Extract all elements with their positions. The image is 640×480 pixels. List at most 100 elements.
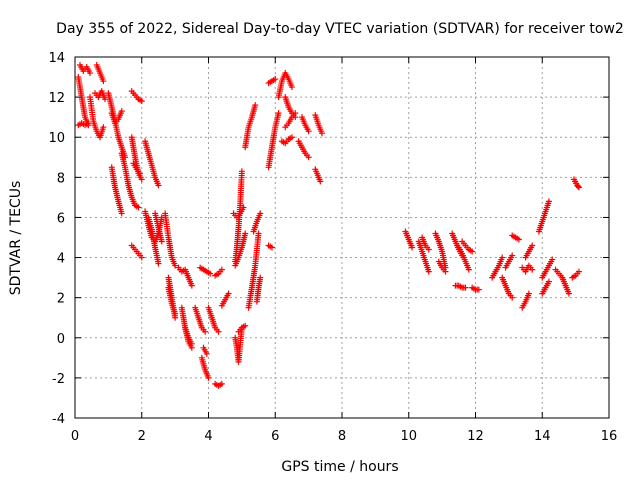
data-points	[75, 62, 582, 389]
series-sat-track-60	[459, 238, 476, 255]
series-sat-track-30	[212, 380, 225, 389]
data-point	[118, 108, 125, 115]
series-sat-track-42	[265, 242, 275, 251]
series-sat-track-39	[250, 210, 264, 235]
data-point	[188, 282, 195, 289]
y-tick-label: 6	[57, 211, 65, 226]
series-sat-track-70	[535, 198, 552, 235]
y-tick-label: 10	[48, 131, 65, 146]
data-point	[575, 183, 582, 190]
data-point	[87, 70, 94, 77]
data-point	[529, 242, 536, 249]
series-sat-track-15	[128, 242, 145, 261]
series-sat-track-75	[569, 268, 582, 281]
x-tick-label: 12	[467, 429, 484, 444]
series-sat-track-04	[87, 94, 107, 141]
data-point	[465, 266, 472, 273]
series-sat-track-40	[253, 274, 264, 305]
x-tick-label: 16	[601, 429, 618, 444]
x-tick-label: 6	[271, 429, 279, 444]
series-sat-track-27	[198, 354, 212, 381]
data-point	[549, 256, 556, 263]
data-point	[242, 230, 249, 237]
x-tick-label: 4	[204, 429, 212, 444]
series-sat-track-64	[499, 274, 516, 301]
series-sat-track-02	[77, 62, 94, 77]
series-sat-track-35	[232, 230, 249, 269]
data-point	[425, 268, 432, 275]
x-tick-label: 0	[71, 429, 79, 444]
data-point	[172, 262, 179, 269]
data-point	[135, 204, 142, 211]
series-sat-track-72	[539, 278, 552, 297]
data-point	[218, 266, 225, 273]
data-point	[155, 182, 162, 189]
data-point	[469, 248, 476, 255]
data-point	[118, 210, 125, 217]
data-point	[525, 290, 532, 297]
data-point	[100, 78, 107, 85]
data-point	[288, 84, 295, 91]
y-axis-label: SDTVAR / TECUs	[8, 181, 24, 296]
data-point	[218, 380, 225, 387]
series-sat-track-52	[312, 166, 324, 185]
series-sat-track-65	[502, 252, 516, 271]
data-point	[515, 236, 522, 243]
series-sat-track-50	[298, 114, 312, 135]
data-point	[257, 274, 264, 281]
series-sat-track-69	[522, 242, 536, 261]
series-sat-track-28	[200, 344, 210, 357]
data-point	[158, 238, 165, 245]
data-point	[545, 198, 552, 205]
y-tick-label: 0	[57, 332, 65, 347]
data-point	[137, 170, 144, 177]
data-point	[509, 294, 516, 301]
series-sat-track-53	[402, 228, 416, 251]
data-point	[172, 310, 179, 317]
series-sat-track-41	[242, 102, 259, 151]
series-sat-track-14	[142, 138, 162, 189]
data-point	[100, 124, 107, 131]
series-sat-track-26	[197, 264, 214, 277]
data-point	[305, 128, 312, 135]
data-point	[475, 286, 482, 293]
series-sat-track-11	[128, 88, 145, 105]
data-point	[425, 246, 432, 253]
data-point	[207, 270, 214, 277]
series-sat-track-10	[118, 150, 142, 211]
series-sat-track-32	[218, 290, 232, 309]
y-tick-label: 14	[48, 51, 65, 66]
data-point	[242, 322, 249, 329]
data-point	[85, 120, 92, 127]
series-sat-track-51	[312, 112, 325, 137]
series-sat-track-09	[108, 164, 125, 217]
series-sat-track-49	[295, 138, 312, 161]
x-axis-label: GPS time / hours	[281, 459, 398, 475]
data-point	[138, 254, 145, 261]
series-sat-track-25	[192, 304, 209, 335]
data-point	[442, 268, 449, 275]
series-sat-track-43	[265, 110, 282, 171]
y-tick-label: 8	[57, 171, 65, 186]
x-tick-label: 14	[534, 429, 551, 444]
series-sat-track-66	[509, 232, 522, 243]
data-point	[138, 98, 145, 105]
series-sat-track-34	[230, 204, 247, 221]
series-sat-track-08	[108, 108, 125, 127]
series-sat-track-31	[212, 266, 225, 279]
series-sat-track-74	[559, 274, 572, 297]
series-sat-track-06	[92, 88, 109, 103]
data-point	[138, 176, 145, 183]
data-point	[215, 328, 222, 335]
series-sat-track-57	[435, 258, 449, 275]
series-sat-track-37	[235, 322, 249, 335]
series-sat-track-19	[162, 210, 179, 269]
series-sat-track-59	[455, 244, 472, 273]
series-sat-track-03	[75, 120, 92, 129]
series-sat-track-61	[452, 282, 469, 291]
y-tick-label: 2	[57, 292, 65, 307]
data-point	[318, 130, 325, 137]
axis-ticks: 0 2 4 6 8 10 12 14 16 -4 -2 0 2 4 6 8 10 12 14	[48, 51, 617, 444]
